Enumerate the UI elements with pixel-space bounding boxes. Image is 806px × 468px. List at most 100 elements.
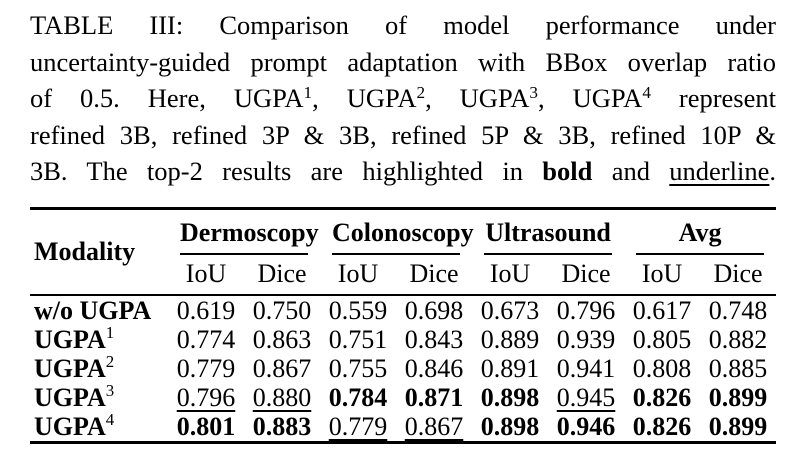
underline-keyword: underline	[669, 156, 770, 187]
value-cell: 0.617	[632, 295, 692, 325]
value-cell: 0.784	[328, 382, 388, 412]
results-table: Modality Dermoscopy Colonoscopy Ultrasou…	[30, 207, 777, 444]
value-cell: 0.559	[328, 295, 388, 325]
group-header-colonoscopy: Colonoscopy	[320, 209, 474, 255]
caption-line-3: of 0.5. Here, UGPA1, UGPA2, UGPA3, UGPA4…	[30, 80, 776, 117]
value-cell: 0.846	[404, 353, 464, 383]
value-cell: 0.796	[176, 382, 236, 412]
value-cell: 0.805	[632, 324, 692, 354]
table-body: w/o UGPA 0.619 0.750 0.559 0.698 0.673 0…	[30, 295, 776, 443]
value-cell: 0.867	[252, 353, 312, 383]
caption-text: and	[592, 156, 670, 187]
ugpa-superscript-4: 4	[642, 82, 651, 102]
value-cell: 0.751	[328, 324, 388, 354]
value-cell: 0.808	[632, 353, 692, 383]
value-cell: 0.882	[708, 324, 768, 354]
value-cell: 0.941	[556, 353, 616, 383]
caption-line-1: TABLE III: Comparison of model performan…	[30, 7, 776, 44]
caption-text: 3B. The top-2 results are highlighted in	[30, 156, 543, 187]
row-label-wo-ugpa: w/o UGPA	[30, 295, 168, 325]
value-cell: 0.898	[480, 411, 540, 441]
group-header-label: Colonoscopy	[332, 218, 474, 255]
value-cell: 0.673	[480, 295, 540, 325]
group-header-row: Modality Dermoscopy Colonoscopy Ultrasou…	[30, 209, 776, 266]
table-row: UGPA2 0.779 0.867 0.755 0.846 0.891 0.94…	[30, 352, 776, 383]
subheader-dice-dermoscopy: Dice	[257, 259, 307, 288]
group-header-label: Dermoscopy	[180, 218, 319, 255]
value-cell: 0.826	[632, 382, 692, 412]
row-label-ugpa-2: UGPA2	[30, 352, 168, 383]
subheader-iou-colonoscopy: IoU	[337, 259, 379, 288]
value-cell: 0.898	[480, 382, 540, 412]
row-label-superscript: 2	[105, 352, 115, 372]
group-header-ultrasound: Ultrasound	[472, 209, 624, 255]
row-label-text: UGPA	[34, 353, 106, 383]
value-cell: 0.748	[708, 295, 768, 325]
table-row: UGPA3 0.796 0.880 0.784 0.871 0.898 0.94…	[30, 381, 776, 412]
value-cell: 0.750	[252, 295, 312, 325]
value-cell: 0.779	[328, 411, 388, 441]
subheader-iou-ultrasound: IoU	[489, 259, 531, 288]
value-cell: 0.867	[404, 411, 464, 441]
value-cell: 0.889	[480, 324, 540, 354]
bold-keyword: bold	[542, 156, 593, 187]
ugpa-superscript-1: 1	[303, 82, 313, 102]
caption-text: , UGPA	[312, 83, 417, 114]
row-label-superscript: 3	[105, 381, 115, 401]
table-caption: TABLE III: Comparison of model performan…	[30, 7, 776, 190]
caption-text: represent	[650, 83, 776, 114]
value-cell: 0.801	[176, 411, 236, 441]
ugpa-superscript-2: 2	[416, 82, 426, 102]
row-label-ugpa-3: UGPA3	[30, 381, 168, 412]
row-label-superscript: 1	[105, 323, 115, 343]
caption-text: refined 3B, refined 3P & 3B, refined 5P …	[30, 119, 776, 150]
group-header-label: Ultrasound	[484, 218, 613, 255]
row-label-ugpa-1: UGPA1	[30, 323, 168, 354]
value-cell: 0.619	[176, 295, 236, 325]
group-header-label: Avg	[636, 218, 765, 255]
subheader-dice-avg: Dice	[713, 259, 763, 288]
caption-text: uncertainty-guided prompt adaptation wit…	[30, 46, 776, 77]
group-header-avg: Avg	[624, 209, 776, 255]
table-header: Modality Dermoscopy Colonoscopy Ultrasou…	[30, 209, 777, 295]
value-cell: 0.945	[556, 382, 616, 412]
row-label-text: UGPA	[34, 411, 106, 441]
ugpa-superscript-3: 3	[529, 82, 538, 102]
value-cell: 0.939	[556, 324, 616, 354]
caption-text: , UGPA	[425, 83, 530, 114]
subheader-iou-dermoscopy: IoU	[185, 259, 227, 288]
value-cell: 0.899	[708, 382, 768, 412]
row-label-ugpa-4: UGPA4	[30, 410, 168, 443]
value-cell: 0.826	[632, 411, 692, 441]
table-row: w/o UGPA 0.619 0.750 0.559 0.698 0.673 0…	[30, 295, 776, 325]
value-cell: 0.899	[708, 411, 768, 441]
row-label-text: UGPA	[34, 324, 106, 354]
table-row: UGPA4 0.801 0.883 0.779 0.867 0.898 0.94…	[30, 410, 776, 443]
caption-line-4: refined 3B, refined 3P & 3B, refined 5P …	[30, 117, 776, 154]
value-cell: 0.883	[252, 411, 312, 441]
value-cell: 0.880	[252, 382, 312, 412]
value-cell: 0.779	[176, 353, 236, 383]
row-label-text: w/o UGPA	[34, 295, 152, 325]
subheader-dice-ultrasound: Dice	[561, 259, 611, 288]
caption-line-2: uncertainty-guided prompt adaptation wit…	[30, 44, 776, 81]
value-cell: 0.796	[556, 295, 616, 325]
row-label-superscript: 4	[105, 410, 115, 430]
subheader-dice-colonoscopy: Dice	[409, 259, 459, 288]
caption-text: of 0.5. Here, UGPA	[30, 83, 304, 114]
row-label-text: UGPA	[34, 382, 106, 412]
value-cell: 0.755	[328, 353, 388, 383]
group-header-dermoscopy: Dermoscopy	[168, 209, 320, 255]
value-cell: 0.863	[252, 324, 312, 354]
results-table-container: Modality Dermoscopy Colonoscopy Ultrasou…	[30, 207, 777, 444]
modality-header: Modality	[34, 236, 136, 266]
caption-text: TABLE III: Comparison of model performan…	[30, 10, 776, 40]
caption-text: , UGPA	[538, 83, 643, 114]
value-cell: 0.885	[708, 353, 768, 383]
value-cell: 0.871	[404, 382, 464, 412]
value-cell: 0.698	[404, 295, 464, 325]
caption-text: .	[769, 156, 776, 187]
value-cell: 0.891	[480, 353, 540, 383]
table-row: UGPA1 0.774 0.863 0.751 0.843 0.889 0.93…	[30, 323, 776, 354]
